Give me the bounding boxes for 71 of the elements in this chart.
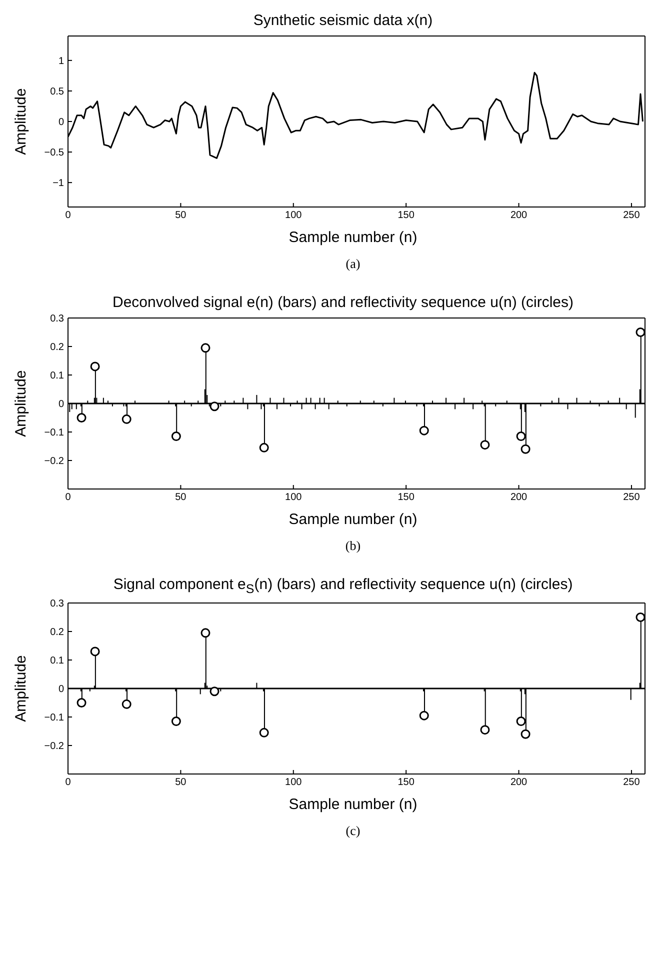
y-tick-label: 0 <box>58 117 64 128</box>
x-tick-label: 200 <box>510 210 528 222</box>
point <box>76 698 86 708</box>
text: (c) <box>344 823 362 839</box>
x-tick-label: 150 <box>398 210 415 222</box>
y-tick-label: 1 <box>58 56 64 67</box>
x-tick-label: 100 <box>285 210 302 222</box>
point <box>171 432 181 442</box>
y-tick-label: 0.1 <box>50 370 64 382</box>
point <box>259 442 269 452</box>
text: (a) <box>344 256 362 272</box>
x-tick-label: 200 <box>510 492 528 504</box>
point <box>200 628 210 638</box>
y-tick-label: −0.5 <box>44 148 64 159</box>
x-tick-label: 100 <box>285 777 302 788</box>
y-tick-label: −1 <box>52 178 64 190</box>
point <box>516 716 526 726</box>
chart-title: Synthetic seismic data x(n) <box>252 12 434 29</box>
y-axis-title: Amplitude <box>12 370 30 437</box>
point <box>419 426 429 436</box>
point <box>419 710 429 720</box>
point <box>122 699 132 709</box>
point <box>480 440 490 450</box>
point <box>210 686 220 696</box>
y-tick-label: 0.1 <box>50 656 64 667</box>
x-tick-label: 0 <box>65 492 72 504</box>
y-tick-label: 0 <box>58 399 64 410</box>
chart-title: Deconvolved signal e(n) (bars) and reflectivity sequence u(n) (circles) <box>111 294 575 311</box>
x-tick-label: 100 <box>285 492 302 504</box>
x-tick-label: 200 <box>510 777 528 788</box>
point <box>516 432 526 442</box>
point <box>76 413 86 422</box>
x-tick-label: 250 <box>623 777 640 788</box>
point <box>200 343 210 353</box>
y-tick-label: −0.2 <box>44 456 64 468</box>
point <box>480 725 490 735</box>
x-axis-title: Sample number (n) <box>288 796 418 813</box>
point <box>90 362 100 372</box>
x-tick-label: 50 <box>175 492 187 504</box>
x-tick-label: 250 <box>623 492 640 504</box>
x-tick-label: 0 <box>65 210 72 222</box>
point <box>636 328 645 337</box>
y-axis-title: Amplitude <box>12 655 30 722</box>
x-tick-label: 50 <box>175 777 187 788</box>
x-tick-label: 150 <box>398 492 415 504</box>
point <box>171 716 181 726</box>
point <box>520 729 530 739</box>
point <box>259 728 269 738</box>
y-tick-label: 0.3 <box>50 598 64 610</box>
x-tick-label: 250 <box>623 210 640 222</box>
point <box>520 444 530 454</box>
y-tick-label: −0.2 <box>44 741 64 752</box>
x-tick-label: 0 <box>65 777 72 788</box>
point <box>122 414 132 424</box>
y-tick-label: 0 <box>58 684 64 696</box>
y-tick-label: 0.2 <box>50 342 64 354</box>
text: (b) <box>344 538 362 554</box>
y-tick-label: 0.3 <box>50 314 64 325</box>
x-tick-label: 50 <box>175 210 187 222</box>
y-tick-label: 0.5 <box>50 86 64 98</box>
x-axis-title: Sample number (n) <box>288 229 418 246</box>
x-axis-title: Sample number (n) <box>288 511 418 528</box>
y-tick-label: 0.2 <box>50 627 64 638</box>
point <box>210 402 220 412</box>
y-axis-title: Amplitude <box>12 88 30 155</box>
point <box>636 612 645 622</box>
point <box>90 646 100 656</box>
x-tick-label: 150 <box>398 777 415 788</box>
chart-title: Signal component e$_{S}$(n) (bars) and reflectivity sequence u(n) (circles) <box>112 576 574 596</box>
y-tick-label: −0.1 <box>44 712 64 724</box>
y-tick-label: −0.1 <box>44 428 64 439</box>
